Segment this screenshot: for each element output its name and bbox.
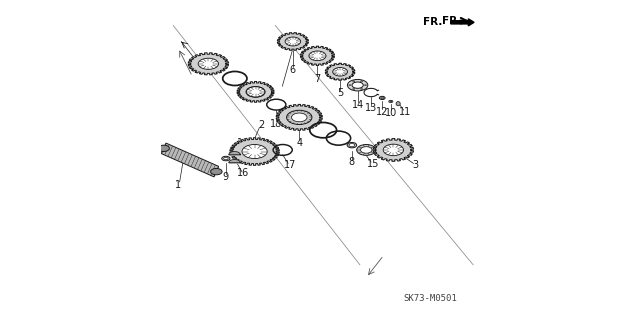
Ellipse shape [353,81,355,82]
Text: 6: 6 [290,64,296,75]
Text: 13: 13 [365,103,377,114]
Text: 12: 12 [376,107,388,117]
Text: 14: 14 [351,100,364,110]
Polygon shape [230,138,279,165]
Ellipse shape [242,145,267,159]
Text: 7: 7 [314,74,321,84]
Ellipse shape [246,87,265,97]
Ellipse shape [287,110,312,124]
Ellipse shape [221,156,230,161]
Ellipse shape [348,79,368,91]
Ellipse shape [356,145,376,155]
Ellipse shape [352,82,364,88]
Text: 16: 16 [237,168,250,178]
Ellipse shape [390,101,392,102]
Ellipse shape [353,88,355,90]
Text: SK73-M0501: SK73-M0501 [403,294,457,303]
Ellipse shape [360,147,372,153]
Text: 17: 17 [284,160,296,170]
Text: FR.: FR. [442,16,461,26]
Text: FR.: FR. [423,17,442,27]
Text: 2: 2 [258,120,264,130]
Text: 16: 16 [237,138,250,148]
Ellipse shape [380,96,385,100]
Ellipse shape [383,144,404,156]
Polygon shape [325,63,355,80]
Text: 5: 5 [337,88,343,98]
Ellipse shape [396,101,400,106]
Polygon shape [161,143,219,177]
FancyArrow shape [451,19,474,26]
Polygon shape [300,46,335,65]
Text: 3: 3 [413,160,419,170]
Ellipse shape [223,158,228,160]
Text: 4: 4 [296,138,302,148]
Text: 9: 9 [223,172,229,182]
Text: 11: 11 [399,107,412,117]
Ellipse shape [211,168,222,175]
Text: 8: 8 [349,157,355,167]
Text: 15: 15 [367,159,380,169]
Polygon shape [277,33,308,50]
Text: 18: 18 [270,119,282,129]
Ellipse shape [349,85,351,86]
Ellipse shape [347,142,356,148]
Ellipse shape [333,68,348,76]
Ellipse shape [365,85,367,86]
Polygon shape [188,53,228,75]
Text: 1: 1 [175,180,181,190]
Polygon shape [276,104,323,130]
Ellipse shape [198,58,218,69]
Ellipse shape [309,51,326,61]
Polygon shape [373,138,413,161]
Text: 10: 10 [385,108,397,118]
Ellipse shape [388,100,393,103]
Ellipse shape [291,113,307,122]
Ellipse shape [285,37,301,46]
Polygon shape [237,82,274,102]
Ellipse shape [349,144,355,147]
Ellipse shape [158,145,170,152]
Ellipse shape [381,97,383,99]
Ellipse shape [360,81,363,82]
Ellipse shape [360,88,363,90]
